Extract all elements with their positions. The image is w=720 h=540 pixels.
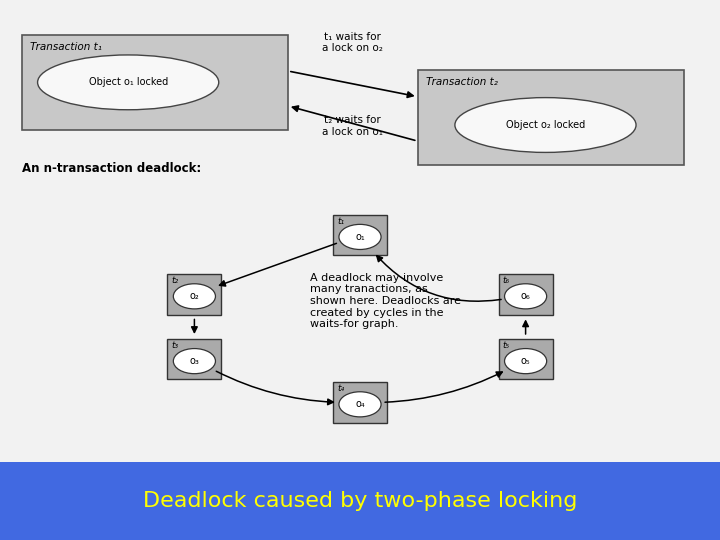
FancyBboxPatch shape [333,215,387,255]
Text: A deadlock may involve
many tranactions, as
shown here. Deadlocks are
created by: A deadlock may involve many tranactions,… [310,273,461,329]
Text: o₂: o₂ [189,291,199,301]
Text: t₂ waits for
a lock on o₁: t₂ waits for a lock on o₁ [323,115,383,137]
Text: t₁: t₁ [337,217,344,226]
FancyBboxPatch shape [498,274,553,314]
Ellipse shape [174,284,215,309]
Text: o₄: o₄ [355,399,365,409]
Ellipse shape [505,284,546,309]
Text: o₃: o₃ [189,356,199,366]
FancyBboxPatch shape [418,70,684,165]
FancyBboxPatch shape [333,382,387,422]
Ellipse shape [174,349,215,374]
Text: Object o₂ locked: Object o₂ locked [506,120,585,130]
Text: Transaction t₁: Transaction t₁ [30,42,102,52]
Text: t₁ waits for
a lock on o₂: t₁ waits for a lock on o₂ [323,32,383,53]
FancyBboxPatch shape [167,339,222,379]
Ellipse shape [37,55,219,110]
FancyBboxPatch shape [0,0,720,462]
Text: o₆: o₆ [521,291,531,301]
Text: An n-transaction deadlock:: An n-transaction deadlock: [22,162,201,175]
Text: o₁: o₁ [355,232,365,242]
Text: t₅: t₅ [503,341,510,350]
Text: Object o₁ locked: Object o₁ locked [89,77,168,87]
FancyBboxPatch shape [0,462,720,540]
FancyBboxPatch shape [167,274,222,314]
FancyBboxPatch shape [498,339,553,379]
Text: Deadlock caused by two-phase locking: Deadlock caused by two-phase locking [143,491,577,511]
Text: t₄: t₄ [337,384,344,393]
Text: t₂: t₂ [172,276,179,285]
Ellipse shape [339,225,381,249]
Ellipse shape [339,392,381,417]
Ellipse shape [505,349,546,374]
Text: t₃: t₃ [172,341,179,350]
Text: t₆: t₆ [503,276,510,285]
Text: o₅: o₅ [521,356,531,366]
Text: Transaction t₂: Transaction t₂ [426,77,498,87]
Ellipse shape [455,98,636,152]
FancyBboxPatch shape [22,35,288,130]
